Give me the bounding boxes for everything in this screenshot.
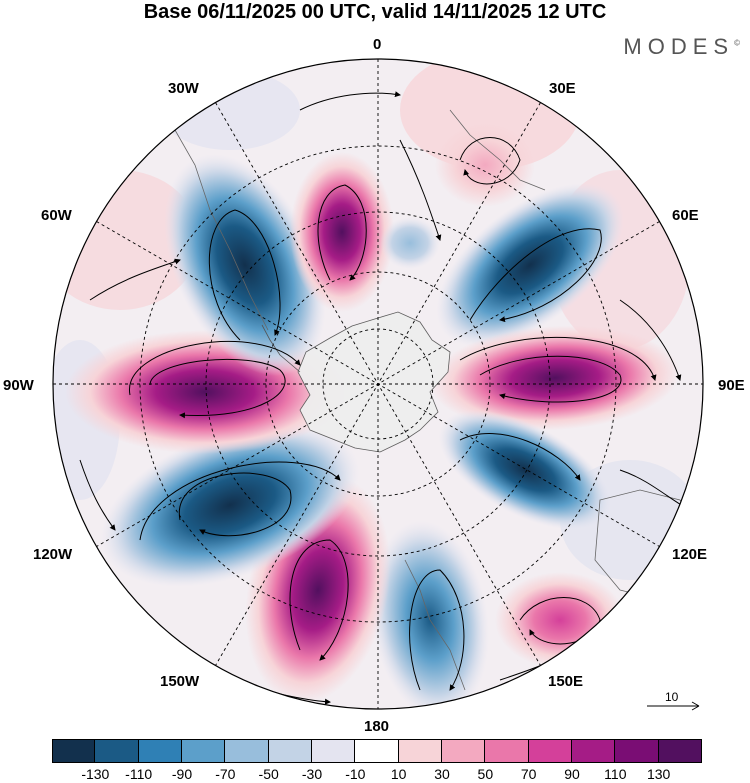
colorbar-tick-label: -30 (301, 766, 323, 782)
lon-label-60w: 60W (41, 207, 72, 224)
lon-label-150e: 150E (548, 673, 584, 690)
colorbar-tick-label: -10 (345, 766, 366, 782)
lon-label-0: 0 (373, 36, 382, 53)
colorbar-cell (182, 739, 226, 763)
new-zealand-coastline (404, 559, 466, 691)
colorbar-tick-label: 130 (646, 766, 671, 782)
anomaly-center (430, 325, 680, 431)
colorbar-cell (312, 739, 356, 763)
lon-label-90w: 90W (3, 377, 34, 394)
anomaly-center (435, 123, 535, 207)
map-boundary (52, 58, 704, 710)
lon-label-90e: 90E (718, 377, 745, 394)
map-title: Base 06/11/2025 00 UTC, valid 14/11/2025… (143, 1, 607, 23)
colorbar-tick-label: 90 (564, 766, 580, 782)
lon-label-30e: 30E (549, 80, 576, 97)
colorbar-cell (572, 739, 616, 763)
africa-coastline (449, 109, 546, 191)
colorbar-tick-label: -50 (258, 766, 279, 782)
colorbar-cell (225, 739, 269, 763)
colorbar-cell (528, 739, 572, 763)
colorbar-cell (615, 739, 659, 763)
reference-vector-label: 10 (665, 690, 679, 704)
colorbar (52, 739, 702, 763)
reference-vector: 10 (645, 690, 705, 720)
lon-label-30w: 30W (168, 80, 199, 97)
anomaly-center (164, 154, 326, 376)
anomaly-center (100, 423, 360, 587)
lon-label-150w: 150W (160, 673, 200, 690)
colorbar-cell (268, 739, 312, 763)
lon-label-180: 180 (364, 718, 390, 735)
colorbar-cell (442, 739, 486, 763)
modes-logo: MODES© (623, 34, 740, 60)
colorbar-tick-label: 70 (520, 766, 537, 782)
colorbar-tick-label: -110 (125, 766, 153, 782)
brand-mark: © (734, 38, 740, 48)
colorbar-tick-label: -130 (81, 766, 110, 782)
anomaly-field (53, 59, 703, 709)
lon-label-120e: 120E (672, 546, 708, 563)
colorbar-cell (52, 739, 96, 763)
colorbar-tick-label: 30 (434, 766, 450, 782)
brand-name: MODES (623, 34, 735, 59)
anomaly-center (436, 183, 624, 347)
south-america-coastline (174, 129, 269, 331)
colorbar-cell (355, 739, 399, 763)
colorbar-tick-label: 50 (477, 766, 494, 782)
colorbar-tick-label: -90 (171, 766, 193, 782)
graticule (53, 59, 703, 709)
colorbar-tick-label: 10 (390, 766, 407, 782)
colorbar-cell (138, 739, 182, 763)
anomaly-center (438, 410, 612, 530)
colorbar-tick-label: -70 (215, 766, 236, 782)
colorbar-cell (398, 739, 442, 763)
anomaly-center (380, 217, 440, 269)
colorbar-cell (485, 739, 529, 763)
colorbar-cell (95, 739, 139, 763)
colorbar-frame (52, 739, 702, 763)
colorbar-tick-label: 110 (604, 766, 627, 782)
lon-label-60e: 60E (672, 207, 699, 224)
lon-label-120w: 120W (33, 546, 73, 563)
